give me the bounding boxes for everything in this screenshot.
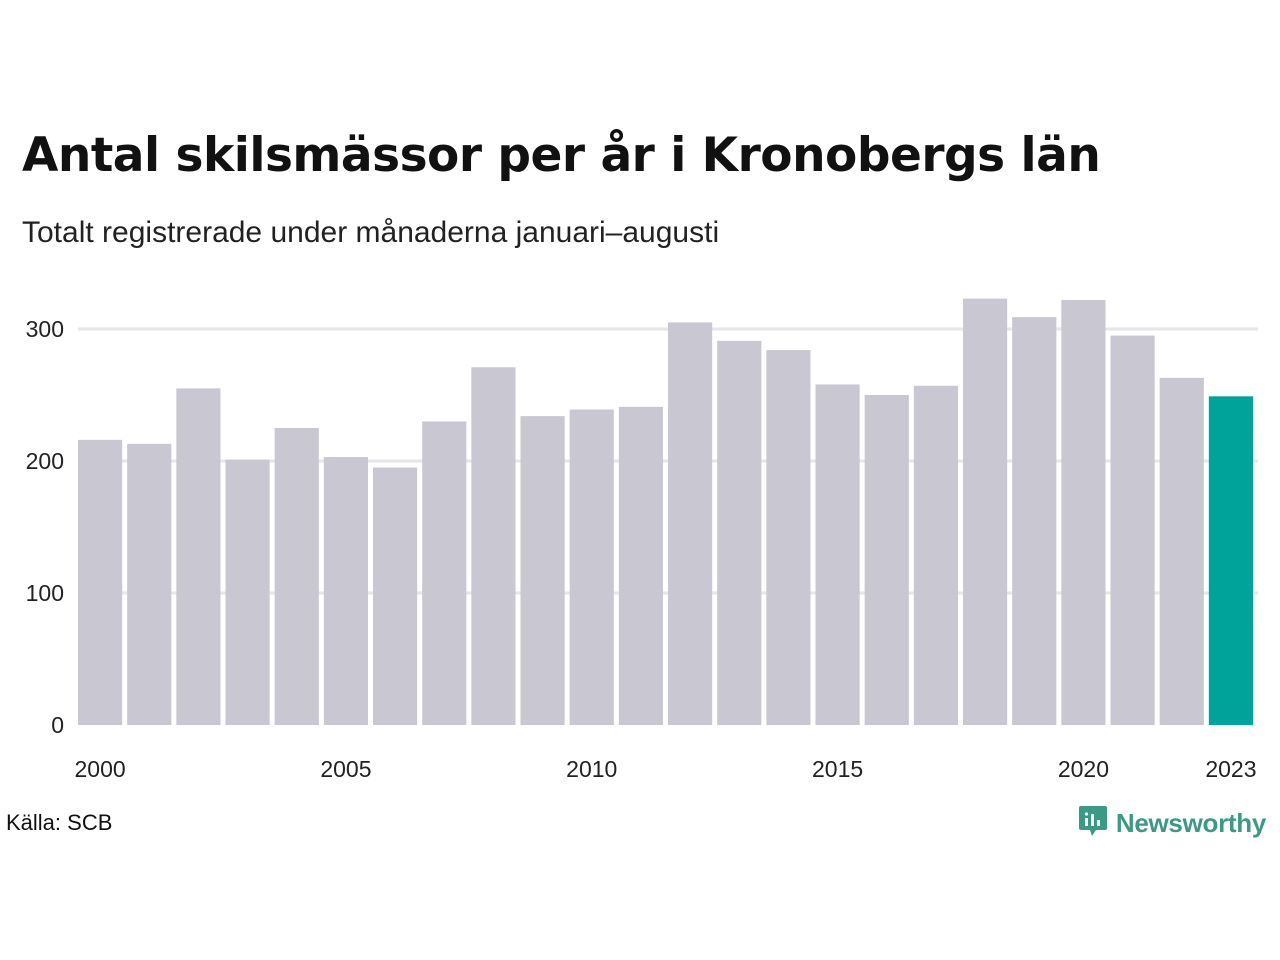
brand-name: Newsworthy <box>1115 808 1266 838</box>
y-tick-label-100: 100 <box>26 580 64 606</box>
x-axis-tick-labels: 2000 2005 2010 2015 2020 2023 <box>74 756 1256 782</box>
bar-2007 <box>422 421 467 725</box>
bar-2013 <box>717 340 762 725</box>
source-note: Källa: SCB <box>6 810 113 835</box>
x-tick-label-2023: 2023 <box>1205 756 1256 782</box>
bars <box>78 298 1253 725</box>
bar-2003 <box>225 459 270 725</box>
chart-title: Antal skilsmässor per år i Kronobergs lä… <box>22 128 1101 183</box>
bar-2014 <box>766 350 811 725</box>
chart-subtitle: Totalt registrerade under månaderna janu… <box>22 216 720 249</box>
x-tick-label-2015: 2015 <box>812 756 863 782</box>
bar-2009 <box>520 416 565 725</box>
bar-2010 <box>569 409 614 725</box>
x-tick-label-2005: 2005 <box>320 756 371 782</box>
bar-2008 <box>471 367 516 725</box>
bar-2002 <box>176 388 221 725</box>
bar-2006 <box>373 467 418 725</box>
bar-2012 <box>668 322 713 725</box>
newsworthy-logo-icon <box>1078 804 1108 843</box>
bar-2011 <box>618 406 663 725</box>
bar-2017 <box>913 385 958 725</box>
bar-2019 <box>1012 317 1057 725</box>
bar-2021 <box>1110 335 1155 725</box>
newsworthy-brand: Newsworthy <box>1078 804 1266 843</box>
bar-2023 <box>1208 396 1253 725</box>
bar-2001 <box>127 443 172 725</box>
x-tick-label-2010: 2010 <box>566 756 617 782</box>
bar-2016 <box>864 395 909 725</box>
bar-2005 <box>323 457 368 725</box>
bar-2004 <box>274 428 319 725</box>
bar-chart: 0 100 200 300 2000 2005 2010 2015 2020 2023 <box>26 298 1258 782</box>
y-tick-label-0: 0 <box>51 712 64 738</box>
y-axis-tick-labels: 0 100 200 300 <box>26 316 64 738</box>
bar-2018 <box>963 298 1008 725</box>
bar-2000 <box>78 439 123 725</box>
bar-2020 <box>1061 299 1106 725</box>
bar-2015 <box>815 384 860 725</box>
bar-2022 <box>1159 377 1204 725</box>
x-tick-label-2000: 2000 <box>74 756 125 782</box>
y-tick-label-300: 300 <box>26 316 64 342</box>
x-tick-label-2020: 2020 <box>1058 756 1109 782</box>
y-tick-label-200: 200 <box>26 448 64 474</box>
